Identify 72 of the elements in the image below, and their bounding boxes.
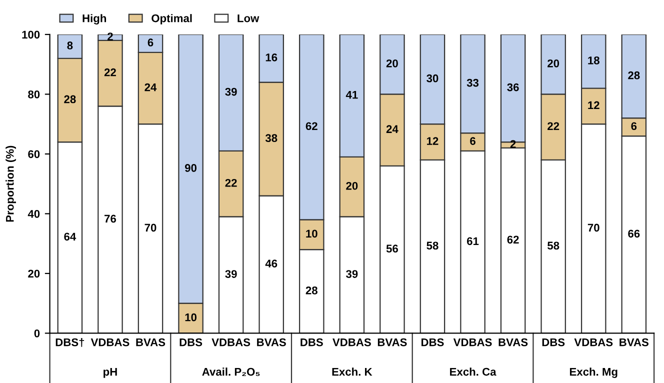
data-label: 64 xyxy=(64,232,76,241)
text: Avail. P₂O₅ xyxy=(202,368,260,376)
data-label: 36 xyxy=(507,83,519,92)
x-tick-label: VDBAS xyxy=(574,338,613,346)
data-label: 62 xyxy=(507,236,519,244)
data-label: 33 xyxy=(466,78,479,87)
text: Exch. Mg xyxy=(570,368,618,378)
data-label: 70 xyxy=(144,224,156,232)
data-label: 24 xyxy=(144,83,157,92)
data-label: 20 xyxy=(548,59,560,68)
data-label: 39 xyxy=(346,270,358,278)
data-label: 38 xyxy=(265,134,278,142)
x-tick-label: DBS xyxy=(300,338,323,346)
x-tick-label: DBS xyxy=(542,338,565,346)
data-label: 20 xyxy=(386,59,398,68)
x-tick-label: DBS xyxy=(422,338,444,346)
y-tick-label: 40 xyxy=(28,210,40,218)
data-label: 22 xyxy=(225,178,237,187)
data-label: 22 xyxy=(548,122,560,130)
data-label: 39 xyxy=(225,88,237,96)
legend-label: Optimal xyxy=(152,14,192,24)
x-tick-label: BVAS xyxy=(136,338,166,346)
text: Exch. K xyxy=(332,368,372,376)
data-label: 58 xyxy=(426,242,438,250)
x-tick-label: VDBAS xyxy=(212,338,250,346)
data-label: 6 xyxy=(631,122,637,130)
data-label: 39 xyxy=(225,270,237,278)
y-tick-label: 0 xyxy=(34,329,40,338)
text: Exch. Ca xyxy=(450,368,496,376)
y-tick-label: 60 xyxy=(28,150,40,158)
y-axis-title: Proportion (%) xyxy=(6,146,16,222)
x-tick-label: BVAS xyxy=(378,338,407,346)
data-label: 20 xyxy=(346,182,358,190)
data-label: 58 xyxy=(547,242,560,250)
data-label: 76 xyxy=(104,214,116,223)
y-tick-label: 80 xyxy=(28,90,40,98)
data-label: 62 xyxy=(306,122,318,130)
data-label: 70 xyxy=(588,224,600,232)
x-tick-label: BVAS xyxy=(257,338,286,346)
data-label: 46 xyxy=(265,260,278,268)
data-label: 22 xyxy=(104,68,116,76)
data-label: 28 xyxy=(64,95,76,104)
data-label: 12 xyxy=(427,137,438,145)
data-label: 41 xyxy=(346,90,358,99)
x-tick-label: BVAS xyxy=(620,338,648,346)
data-label: 16 xyxy=(266,53,278,62)
legend-label: High xyxy=(82,14,106,24)
legend-label: Low xyxy=(238,14,260,22)
y-tick-label: 100 xyxy=(22,30,40,39)
x-tick-label: DBS xyxy=(180,338,202,346)
x-tick-label: DBS† xyxy=(56,338,84,347)
x-tick-label: VDBAS xyxy=(332,338,371,346)
data-label: 10 xyxy=(185,313,197,322)
data-label: 28 xyxy=(628,71,640,80)
data-label: 28 xyxy=(306,286,318,294)
data-label: 24 xyxy=(386,125,398,133)
data-label: 8 xyxy=(67,42,73,50)
data-label: 10 xyxy=(306,230,318,238)
data-label: 30 xyxy=(426,74,438,82)
x-tick-label: VDBAS xyxy=(90,338,130,346)
data-label: 66 xyxy=(628,230,640,238)
data-label: 6 xyxy=(148,38,154,46)
data-label: 90 xyxy=(184,164,197,172)
x-tick-label: VDBAS xyxy=(453,338,492,346)
data-label: 12 xyxy=(588,101,600,110)
x-tick-label: BVAS xyxy=(498,338,528,346)
y-tick-label: 20 xyxy=(28,270,40,278)
data-label: 56 xyxy=(386,244,398,253)
text: pH xyxy=(104,368,117,378)
data-label: 18 xyxy=(588,56,600,64)
data-label: 6 xyxy=(470,137,476,145)
data-label: 61 xyxy=(466,237,479,246)
